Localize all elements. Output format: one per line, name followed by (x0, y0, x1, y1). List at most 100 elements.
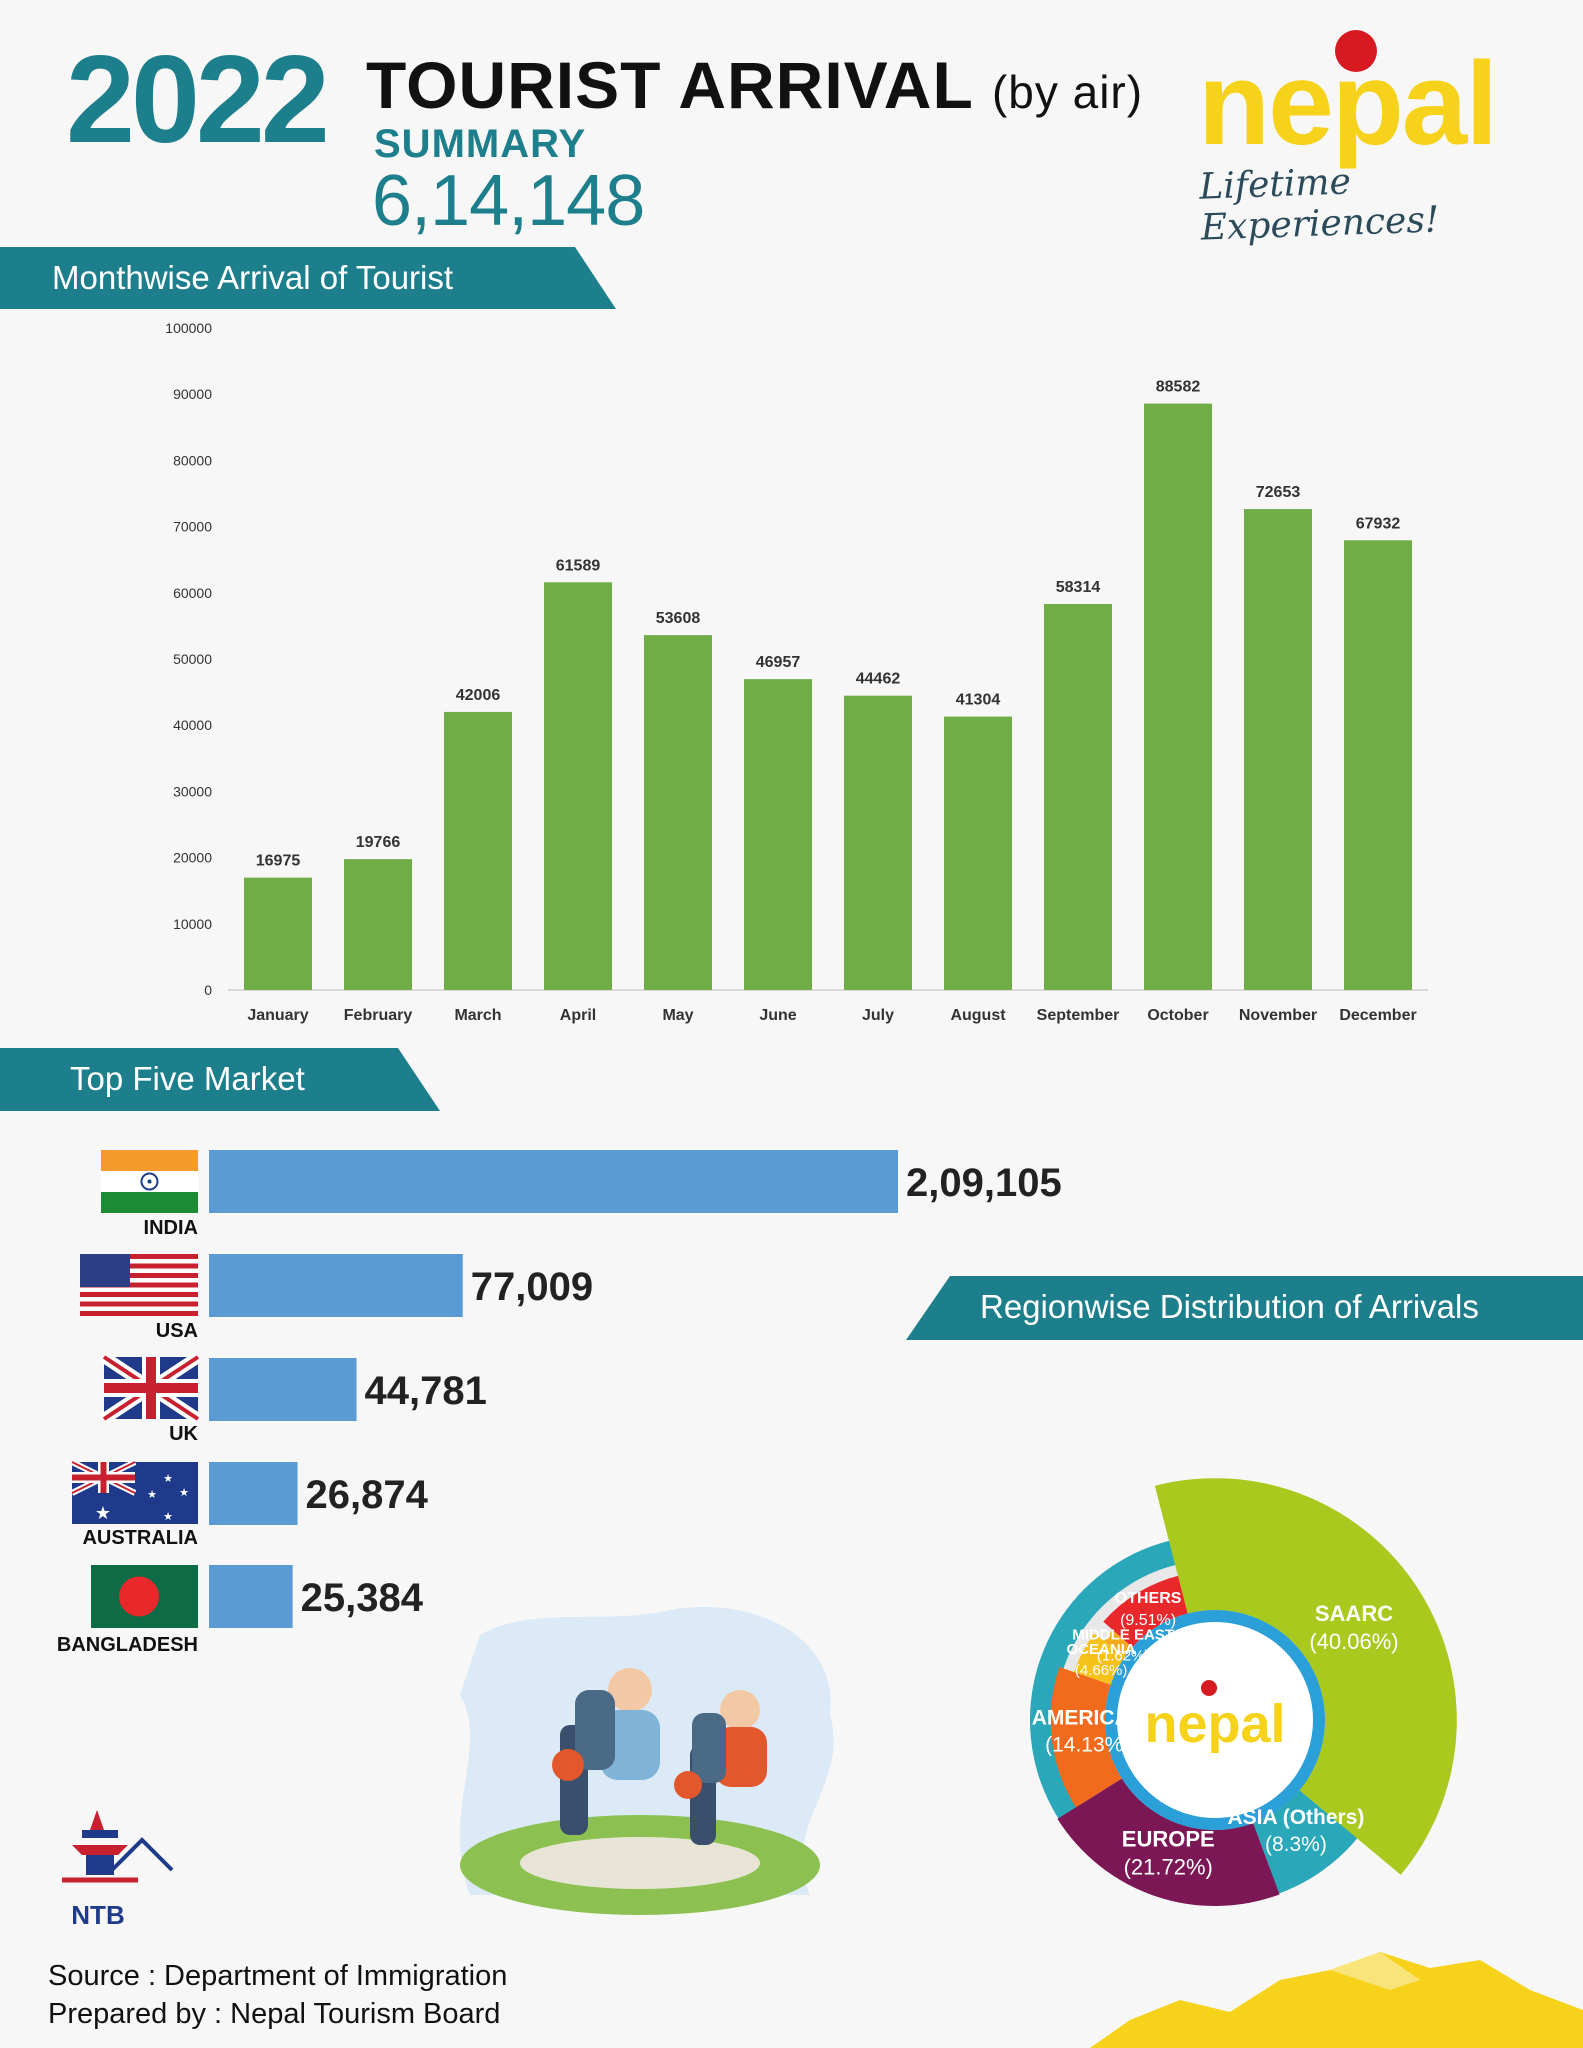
y-tick-label: 100000 (165, 320, 212, 336)
page-title: TOURIST ARRIVAL (by air) (366, 52, 1143, 118)
svg-text:★: ★ (179, 1487, 189, 1499)
center-logo-dot (1201, 1680, 1217, 1696)
x-tick-label: April (560, 1007, 596, 1024)
slice-saarc (1154, 1478, 1457, 1875)
logo-sun-dot (1335, 30, 1377, 72)
x-tick-label: January (247, 1007, 308, 1024)
bar-august (944, 716, 1012, 990)
market-value-label: 2,09,105 (906, 1161, 1062, 1205)
x-tick-label: October (1147, 1007, 1208, 1024)
bar-september (1044, 603, 1112, 990)
bar-value-label: 44462 (856, 671, 901, 688)
x-tick-label: July (862, 1007, 894, 1024)
bar-january (244, 877, 312, 990)
country-label-india: INDIA (143, 1217, 198, 1239)
x-tick-label: November (1239, 1007, 1317, 1024)
market-bar-usa (209, 1254, 463, 1317)
section-regionwise-title: Regionwise Distribution of Arrivals (906, 1276, 1583, 1340)
market-value-label: 25,384 (301, 1576, 424, 1620)
svg-text:★: ★ (163, 1473, 173, 1485)
region-name-label: SAARC (1315, 1601, 1393, 1626)
bangladesh-flag-icon (91, 1565, 198, 1628)
title-main: TOURIST ARRIVAL (366, 48, 973, 122)
bar-december (1344, 540, 1412, 990)
country-label-usa: USA (155, 1320, 198, 1342)
bar-value-label: 88582 (1156, 379, 1201, 396)
x-tick-label: March (454, 1007, 501, 1024)
ntb-logo-text: NTB (71, 1900, 124, 1930)
bar-may (644, 635, 712, 990)
y-tick-label: 70000 (173, 519, 212, 535)
slice-europe (1057, 1778, 1280, 1906)
svg-text:★: ★ (163, 1511, 173, 1523)
bar-value-label: 58314 (1056, 579, 1101, 596)
region-percent-label: (14.13%) (1045, 1733, 1130, 1756)
bar-value-label: 61589 (556, 557, 601, 574)
region-percent-label: (21.72%) (1124, 1854, 1213, 1879)
bar-july (844, 695, 912, 990)
x-tick-label: August (950, 1007, 1006, 1024)
bar-value-label: 46957 (756, 654, 801, 671)
region-name-label: OCEANIA (1067, 1641, 1136, 1658)
region-name-label: AMERICAS (1032, 1706, 1144, 1729)
title-suffix: (by air) (991, 66, 1144, 118)
slice-oceania (1074, 1633, 1126, 1685)
prepared-by-note: Prepared by : Nepal Tourism Board (48, 1998, 501, 2030)
summary-label: SUMMARY (374, 122, 587, 166)
slice-americas (1050, 1667, 1122, 1808)
region-name-label: OTHERS (1115, 1590, 1182, 1607)
bar-value-label: 72653 (1256, 484, 1301, 501)
slice-others (1103, 1575, 1188, 1648)
bar-february (344, 859, 412, 990)
y-tick-label: 20000 (173, 850, 212, 866)
section-monthwise-title: Monthwise Arrival of Tourist (0, 247, 616, 309)
region-percent-label: (8.3%) (1265, 1833, 1327, 1856)
market-bar-australia (209, 1462, 298, 1525)
y-tick-label: 10000 (173, 916, 212, 932)
bar-october (1144, 403, 1212, 990)
y-tick-label: 80000 (173, 452, 212, 468)
region-percent-label: (1.62%) (1097, 1648, 1150, 1665)
bar-value-label: 41304 (956, 692, 1001, 709)
region-percent-label: (4.66%) (1075, 1662, 1128, 1679)
donut-center (1117, 1622, 1313, 1818)
bar-value-label: 53608 (656, 610, 701, 627)
bar-june (744, 679, 812, 990)
region-percent-label: (9.51%) (1120, 1612, 1176, 1629)
total-arrivals: 6,14,148 (372, 161, 645, 241)
top-five-bar-chart: ★ ★ ★ ★ ★ 2,09,105 77,009 44,781 26,874 25,3… (70, 1150, 1062, 1628)
slice-asia-others- (1253, 1790, 1354, 1889)
source-note: Source : Department of Immigration (48, 1960, 508, 1992)
x-tick-label: September (1037, 1007, 1120, 1024)
bar-value-label: 16975 (256, 853, 301, 870)
y-tick-label: 60000 (173, 585, 212, 601)
country-label-australia: AUSTRALIA (82, 1527, 198, 1549)
market-value-label: 44,781 (365, 1369, 487, 1413)
uk-flag-icon (100, 1351, 202, 1425)
ntb-logo: NTB (62, 1810, 174, 1930)
region-name-label: EUROPE (1122, 1826, 1215, 1851)
hikers-illustration (460, 1606, 834, 1915)
usa-flag-icon (80, 1254, 198, 1316)
svg-text:★: ★ (147, 1489, 157, 1501)
country-label-uk: UK (169, 1423, 198, 1445)
x-tick-label: February (344, 1007, 413, 1024)
market-value-label: 77,009 (471, 1265, 593, 1309)
logo-tagline: Lifetime Experiences! (1198, 161, 1440, 249)
y-tick-label: 50000 (173, 651, 212, 667)
region-donut-chart: nepal SAARC (40.06%) ASIA (Others) (8.3%) EUR… (1030, 1478, 1457, 1906)
market-bar-india (209, 1150, 898, 1213)
y-tick-label: 0 (204, 982, 212, 998)
center-nepal-logo: nepal (1144, 1694, 1285, 1754)
section-top-five-title: Top Five Market (0, 1048, 440, 1111)
x-tick-label: December (1339, 1007, 1416, 1024)
country-label-bangladesh: BANGLADESH (56, 1634, 198, 1656)
bar-november (1244, 509, 1312, 990)
y-tick-label: 90000 (173, 386, 212, 402)
slice-middle-east (1103, 1629, 1133, 1657)
market-value-label: 26,874 (306, 1473, 429, 1517)
market-bar-bangladesh (209, 1565, 293, 1628)
bar-march (444, 711, 512, 990)
x-tick-label: June (759, 1007, 796, 1024)
region-percent-label: (40.06%) (1309, 1629, 1398, 1654)
